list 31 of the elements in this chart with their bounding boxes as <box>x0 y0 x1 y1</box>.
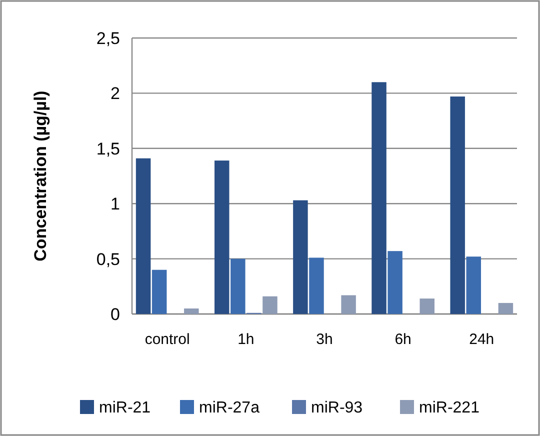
x-tick-label: control <box>144 331 190 348</box>
bar <box>152 270 167 314</box>
x-tick-label: 3h <box>316 331 333 348</box>
legend-label: miR-21 <box>99 400 151 417</box>
y-axis-title: Concentration (µg/µl) <box>31 90 50 262</box>
bar <box>184 308 199 314</box>
y-tick-label: 2,5 <box>96 28 120 48</box>
y-tick-label: 1,5 <box>96 139 120 158</box>
x-tick-label: 6h <box>394 331 412 348</box>
bar <box>309 258 324 314</box>
bar <box>450 96 465 314</box>
y-tick-label: 0,5 <box>96 250 120 269</box>
bar <box>420 298 434 314</box>
bar <box>214 160 230 314</box>
y-tick-label: 1 <box>110 194 120 214</box>
bar <box>372 82 386 314</box>
bar <box>388 251 402 314</box>
y-tick-label: 0 <box>110 304 120 324</box>
y-tick-label: 2 <box>110 84 120 104</box>
bar <box>262 296 278 314</box>
bar <box>230 258 246 314</box>
bar <box>498 302 514 314</box>
bar <box>466 256 481 314</box>
legend-label: miR-27a <box>199 400 260 417</box>
legend-label: miR-93 <box>311 400 363 417</box>
x-tick-label: 24h <box>469 331 494 348</box>
x-tick-label: 1h <box>238 331 254 348</box>
bar <box>136 158 151 314</box>
legend-label: miR-221 <box>419 400 480 417</box>
bar <box>293 200 308 314</box>
bar <box>341 295 356 314</box>
